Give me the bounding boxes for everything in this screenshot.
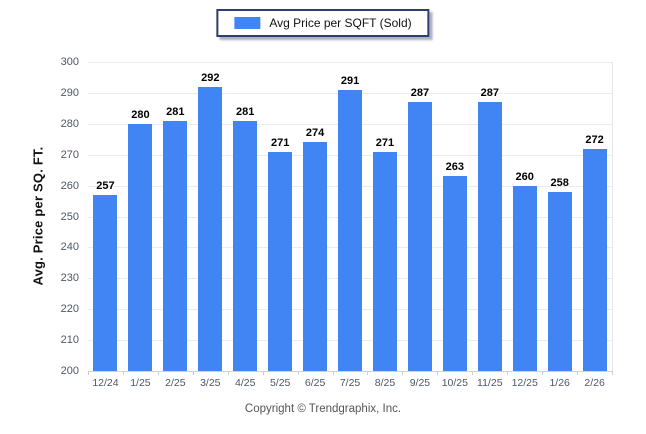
x-tick-label: 2/26	[584, 377, 605, 389]
bar	[512, 185, 537, 371]
bar	[338, 89, 363, 371]
y-tick-label: 300	[60, 56, 79, 68]
bar	[128, 123, 153, 371]
y-tick-label: 280	[60, 117, 79, 130]
x-axis-tick	[227, 371, 229, 375]
legend-label: Avg Price per SQFT (Sold)	[269, 16, 412, 30]
bar	[268, 151, 293, 371]
bar	[163, 120, 188, 371]
x-tick-label: 8/25	[374, 377, 396, 389]
x-tick-label: 4/25	[235, 377, 256, 389]
bar	[93, 194, 118, 371]
x-axis-tick	[402, 371, 404, 375]
x-tick-label: 5/25	[269, 377, 291, 389]
bar	[582, 148, 607, 371]
bar-slot: 271	[368, 62, 403, 371]
bar	[233, 120, 258, 371]
x-tick-label: 11/25	[477, 377, 503, 389]
y-tick-label: 240	[60, 241, 79, 254]
x-axis-tick	[507, 371, 509, 375]
bar-slot: 287	[402, 62, 437, 371]
bar-slot: 274	[298, 62, 333, 371]
bar-value-label: 258	[550, 176, 569, 189]
bar-slot: 280	[123, 62, 158, 371]
legend-swatch	[234, 17, 261, 29]
bar-value-label: 271	[375, 136, 395, 149]
bar	[442, 176, 467, 371]
y-tick-label: 220	[60, 303, 79, 316]
gridline	[88, 371, 612, 372]
x-axis-tick	[437, 371, 439, 375]
x-axis-tick	[262, 371, 264, 375]
bar-value-label: 287	[480, 87, 499, 100]
bar	[303, 142, 328, 371]
bar-series: 257 280 281 292 281 271 274 291 271 287 263 287 260 2…	[88, 62, 612, 371]
bar	[477, 102, 502, 371]
y-tick-label: 260	[60, 179, 79, 192]
x-axis-labels: 12/24 1/25 2/25 3/25 4/25 5/25 6/25 7/25 8/25 9/2…	[88, 377, 612, 389]
bar-value-label: 291	[340, 74, 360, 87]
bar-slot: 260	[507, 62, 542, 371]
bar-slot: 271	[263, 62, 298, 371]
y-axis-labels: 300 290 280 270 260 250 240 230 220 210 200	[0, 56, 83, 377]
y-tick-label: 230	[60, 272, 79, 285]
x-tick-label: 10/25	[441, 377, 468, 389]
x-tick-label: 3/25	[200, 377, 221, 389]
bar-slot: 292	[193, 62, 228, 371]
x-tick-label: 12/25	[511, 377, 538, 389]
x-axis-tick	[332, 371, 334, 375]
gridline	[88, 62, 612, 63]
legend: Avg Price per SQFT (Sold)	[216, 9, 430, 37]
y-tick-label: 270	[60, 148, 79, 161]
bar-slot: 257	[88, 62, 123, 371]
bar-value-label: 271	[270, 136, 290, 149]
bar-value-label: 281	[166, 105, 185, 118]
copyright-text: Copyright © Trendgraphix, Inc.	[244, 403, 402, 415]
y-tick-label: 250	[60, 210, 79, 223]
bar-value-label: 260	[515, 170, 534, 183]
y-tick-label: 290	[60, 86, 79, 99]
bar-value-label: 263	[445, 161, 465, 174]
bar-slot: 272	[577, 62, 612, 371]
x-axis-tick	[297, 371, 299, 375]
bar-value-label: 287	[410, 87, 430, 100]
x-axis-tick	[88, 371, 89, 375]
bar	[372, 151, 397, 371]
bar-value-label: 257	[96, 179, 115, 192]
x-tick-label: 1/26	[549, 377, 570, 389]
x-axis-tick	[192, 371, 194, 375]
x-axis-tick	[157, 371, 159, 375]
x-tick-label: 2/25	[165, 377, 186, 389]
x-tick-label: 6/25	[304, 377, 326, 389]
bar-slot: 281	[228, 62, 263, 371]
x-axis-tick	[577, 371, 579, 375]
bar-slot: 281	[158, 62, 193, 371]
y-tick-label: 200	[60, 365, 79, 377]
x-tick-label: 12/24	[92, 377, 119, 389]
x-axis-tick	[472, 371, 474, 375]
bar-value-label: 292	[201, 71, 220, 84]
bar	[407, 102, 432, 371]
bar-value-label: 281	[236, 105, 255, 118]
x-axis-tick	[612, 371, 613, 375]
bar-slot: 287	[472, 62, 507, 371]
bar-value-label: 272	[585, 133, 604, 146]
bar-slot: 263	[437, 62, 472, 371]
plot-area: 257 280 281 292 281 271 274 291 271 287 263 287 260 2…	[88, 62, 613, 375]
x-axis-tick	[542, 371, 544, 375]
x-tick-label: 1/25	[130, 377, 151, 389]
x-tick-label: 7/25	[339, 377, 361, 389]
x-tick-label: 9/25	[409, 377, 431, 389]
bar-value-label: 274	[305, 127, 325, 140]
x-axis-tick	[122, 371, 124, 375]
bar-slot: 291	[333, 62, 368, 371]
bar	[198, 86, 223, 371]
y-tick-label: 210	[60, 334, 79, 347]
bar-slot: 258	[542, 62, 577, 371]
bar	[547, 191, 572, 371]
bar-value-label: 280	[131, 108, 150, 121]
x-axis-tick	[367, 371, 369, 375]
